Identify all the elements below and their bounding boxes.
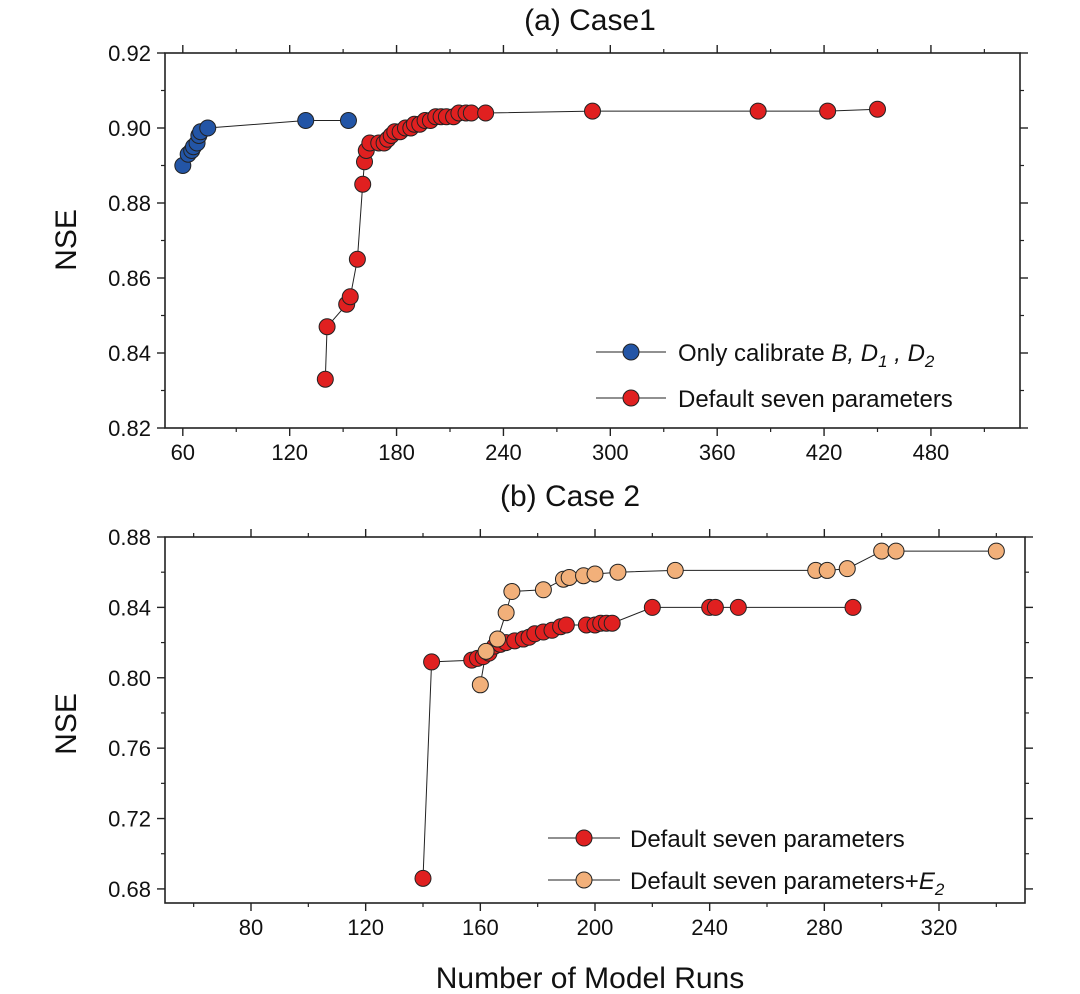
data-point-b-1-0 bbox=[471, 676, 489, 694]
data-point-a-1-31 bbox=[819, 102, 837, 120]
data-point-b-1-7 bbox=[560, 568, 578, 586]
data-point-a-1-4 bbox=[348, 250, 366, 268]
series-line-a-1 bbox=[324, 108, 878, 380]
data-point-b-1-9 bbox=[586, 565, 604, 583]
panel-b: (b) Case 2 80 120 160 200 240 280 320 0.68 0.72 0… bbox=[50, 480, 1033, 994]
data-point-a-1-0 bbox=[316, 370, 334, 388]
data-point-b-1-3 bbox=[497, 604, 515, 622]
x-axis-label: Number of Model Runs bbox=[436, 962, 744, 994]
data-point-b-1-14 bbox=[838, 560, 856, 578]
x-tick-label-a-7: 480 bbox=[913, 440, 950, 465]
data-point-b-0-16 bbox=[557, 616, 575, 634]
data-point-a-1-5 bbox=[354, 175, 372, 193]
data-point-b-0-26 bbox=[844, 598, 862, 616]
panel-a-axes: 60 120 180 240 300 360 420 480 0.82 0.84 0.86 0.88 0… bbox=[108, 41, 1028, 465]
data-point-b-1-16 bbox=[887, 542, 905, 560]
data-point-a-1-3 bbox=[341, 288, 359, 306]
data-point-a-1-30 bbox=[749, 102, 767, 120]
x-tick-label-a-0: 60 bbox=[171, 440, 195, 465]
y-tick-label-b-5: 0.88 bbox=[108, 525, 151, 550]
y-tick-label-b-2: 0.76 bbox=[108, 736, 151, 761]
x-tick-label-b-2: 160 bbox=[462, 915, 499, 940]
data-point-b-0-25 bbox=[729, 598, 747, 616]
data-point-b-1-10 bbox=[609, 563, 627, 581]
data-point-a-1-1 bbox=[318, 318, 336, 336]
data-point-a-1-29 bbox=[584, 102, 601, 120]
series-line-b-1 bbox=[479, 550, 997, 685]
x-tick-label-a-3: 240 bbox=[485, 440, 522, 465]
x-tick-label-b-3: 200 bbox=[577, 915, 614, 940]
panel-a: (a) Case1 60 120 180 240 300 360 420 480 0.82 0.8… bbox=[50, 4, 1028, 465]
y-tick-label-b-3: 0.80 bbox=[108, 666, 151, 691]
legend-b-marker-2 bbox=[575, 871, 593, 889]
y-tick-label-a-3: 0.88 bbox=[108, 191, 151, 216]
data-point-b-0-22 bbox=[643, 598, 661, 616]
data-point-a-0-9 bbox=[339, 112, 357, 129]
panel-b-axes: 80 120 160 200 240 280 320 0.68 0.72 0.76 0.80 0.84… bbox=[108, 525, 1033, 940]
data-point-b-1-4 bbox=[503, 583, 521, 601]
y-tick-label-a-2: 0.86 bbox=[108, 266, 151, 291]
x-tick-label-a-1: 120 bbox=[271, 440, 308, 465]
legend-b-label-2: Default seven parameters+E2 bbox=[630, 868, 945, 899]
y-tick-label-a-5: 0.92 bbox=[108, 41, 151, 66]
legend-a-label-1: Only calibrate B, D1 , D2 bbox=[678, 340, 935, 371]
x-tick-label-b-6: 320 bbox=[921, 915, 958, 940]
x-tick-label-a-6: 420 bbox=[806, 440, 843, 465]
legend-b-marker-1 bbox=[575, 829, 593, 847]
x-tick-label-b-1: 120 bbox=[347, 915, 384, 940]
data-point-b-1-17 bbox=[987, 542, 1005, 560]
y-tick-label-a-1: 0.84 bbox=[108, 341, 151, 366]
data-point-a-1-32 bbox=[869, 100, 886, 118]
panel-b-data bbox=[414, 542, 1005, 887]
x-tick-label-b-5: 280 bbox=[806, 915, 843, 940]
data-point-b-1-11 bbox=[666, 561, 684, 579]
data-point-a-1-28 bbox=[477, 104, 495, 122]
x-tick-label-a-2: 180 bbox=[378, 440, 415, 465]
y-tick-label-b-1: 0.72 bbox=[108, 807, 151, 832]
legend-a-marker-2 bbox=[622, 389, 640, 407]
data-point-b-1-15 bbox=[873, 542, 891, 560]
legend-a-label-2: Default seven parameters bbox=[678, 386, 953, 413]
data-point-b-1-2 bbox=[489, 630, 507, 648]
data-point-b-0-0 bbox=[414, 869, 432, 887]
panel-a-title: (a) Case1 bbox=[524, 4, 656, 37]
legend-a-marker-1 bbox=[622, 343, 640, 361]
data-point-a-0-7 bbox=[199, 119, 217, 137]
panel-b-title: (b) Case 2 bbox=[500, 480, 640, 513]
x-tick-label-b-4: 240 bbox=[691, 915, 728, 940]
panel-b-legend: Default seven parameters Default seven p… bbox=[548, 826, 945, 899]
x-tick-label-a-5: 360 bbox=[699, 440, 736, 465]
y-tick-label-b-0: 0.68 bbox=[108, 877, 151, 902]
x-tick-label-a-4: 300 bbox=[592, 440, 629, 465]
data-point-b-1-13 bbox=[818, 561, 836, 579]
data-point-b-0-21 bbox=[603, 614, 621, 632]
data-point-b-0-1 bbox=[423, 653, 441, 671]
data-point-a-0-8 bbox=[297, 112, 315, 129]
panel-a-y-axis-label: NSE bbox=[50, 209, 83, 271]
data-point-b-0-24 bbox=[706, 598, 724, 616]
y-tick-label-b-4: 0.84 bbox=[108, 595, 151, 620]
panel-a-data bbox=[174, 100, 886, 388]
data-point-b-1-1 bbox=[477, 642, 495, 660]
x-tick-label-b-0: 80 bbox=[239, 915, 263, 940]
legend-b-label-1: Default seven parameters bbox=[630, 826, 905, 853]
panel-a-legend: Only calibrate B, D1 , D2 Default seven … bbox=[596, 340, 953, 413]
y-tick-label-a-4: 0.90 bbox=[108, 116, 151, 141]
data-point-b-1-5 bbox=[534, 581, 552, 599]
y-tick-label-a-0: 0.82 bbox=[108, 416, 151, 441]
panel-b-y-axis-label: NSE bbox=[50, 693, 83, 755]
data-point-a-1-27 bbox=[462, 104, 480, 122]
